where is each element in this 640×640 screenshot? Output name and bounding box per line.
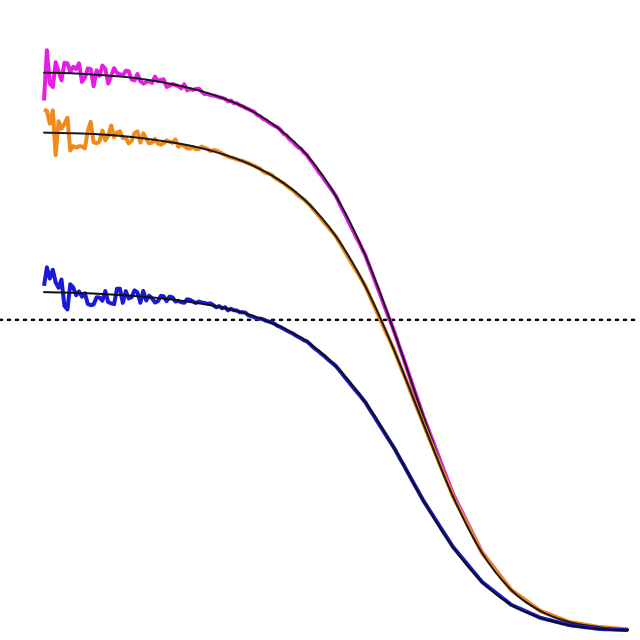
series-2-point-7 bbox=[218, 152, 220, 154]
series-3-point-18 bbox=[539, 617, 541, 619]
series-2-point-1 bbox=[43, 132, 45, 134]
series-2-point-18 bbox=[539, 610, 541, 612]
series-1-point-6 bbox=[189, 87, 191, 89]
series-2-point-13 bbox=[393, 350, 395, 352]
series-1-point-3 bbox=[101, 74, 103, 76]
series-3-point-6 bbox=[189, 301, 191, 303]
series-3-point-7 bbox=[218, 306, 220, 308]
series-1-point-1 bbox=[43, 72, 45, 74]
series-1-point-12 bbox=[364, 254, 366, 256]
series-2-point-16 bbox=[481, 552, 483, 554]
series-2-data-trace bbox=[43, 107, 629, 632]
series-3-fit-line bbox=[43, 291, 629, 632]
series-layer bbox=[42, 48, 629, 633]
series-3-point-11 bbox=[335, 365, 337, 367]
series-3-point-2 bbox=[72, 292, 74, 294]
series-3-point-21 bbox=[627, 629, 629, 631]
series-2-point-5 bbox=[160, 140, 162, 142]
series-3-data-trace bbox=[42, 265, 629, 633]
series-3-point-12 bbox=[364, 401, 366, 403]
series-3-point-15 bbox=[452, 546, 454, 548]
series-1-point-7 bbox=[218, 96, 220, 98]
series-1-point-4 bbox=[131, 77, 133, 79]
series-1-point-11 bbox=[335, 195, 337, 197]
series-2-point-15 bbox=[452, 495, 454, 497]
series-3-point-5 bbox=[160, 297, 162, 299]
series-3-point-1 bbox=[43, 291, 45, 293]
series-2-point-9 bbox=[277, 178, 279, 180]
series-2-point-19 bbox=[569, 621, 571, 623]
series-3-point-4 bbox=[131, 295, 133, 297]
series-2-point-6 bbox=[189, 145, 191, 147]
series-2-point-17 bbox=[510, 589, 512, 591]
series-3-point-17 bbox=[510, 604, 512, 606]
series-2-fit-line bbox=[43, 131, 629, 631]
series-1-point-13 bbox=[393, 331, 395, 333]
series-1-point-8 bbox=[247, 108, 249, 110]
series-2-point-14 bbox=[423, 423, 425, 425]
series-1-point-10 bbox=[306, 154, 308, 156]
series-3-point-9 bbox=[277, 324, 279, 326]
series-3-point-19 bbox=[569, 624, 571, 626]
series-2-point-12 bbox=[364, 285, 366, 287]
series-1-fit-line bbox=[43, 71, 629, 631]
series-1-point-9 bbox=[277, 127, 279, 129]
series-3-point-20 bbox=[598, 628, 600, 630]
series-2-point-10 bbox=[306, 201, 308, 203]
series-3-point-10 bbox=[306, 341, 308, 343]
series-2-point-2 bbox=[72, 132, 74, 134]
series-3-point-13 bbox=[393, 447, 395, 449]
series-1-point-2 bbox=[72, 72, 74, 74]
series-2-point-3 bbox=[101, 134, 103, 136]
series-3-point-14 bbox=[423, 500, 425, 502]
series-3-point-3 bbox=[101, 293, 103, 295]
series-2-point-8 bbox=[247, 163, 249, 165]
series-2-point-11 bbox=[335, 235, 337, 237]
series-1-point-5 bbox=[160, 81, 162, 83]
series-2-point-4 bbox=[131, 136, 133, 138]
series-3-point-8 bbox=[247, 313, 249, 315]
series-3-point-16 bbox=[481, 581, 483, 583]
